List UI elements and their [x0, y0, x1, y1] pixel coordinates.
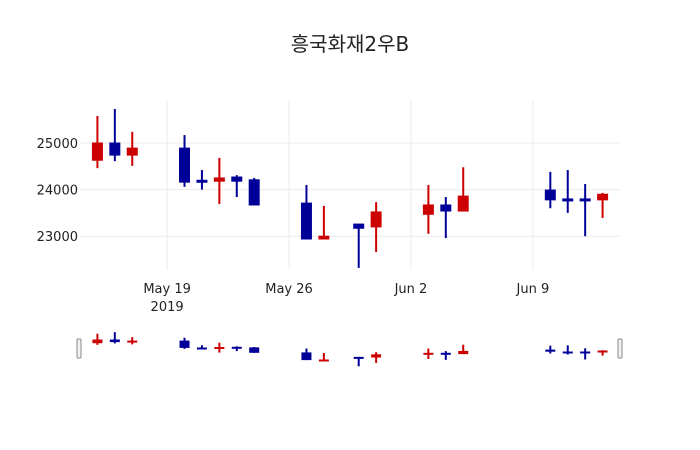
mini-candle-body	[92, 339, 103, 344]
candle-body	[109, 142, 121, 156]
candle-body	[213, 177, 225, 182]
mini-candle-body	[597, 350, 608, 353]
mini-candle-body	[440, 352, 451, 355]
candle-body	[196, 179, 208, 183]
mini-candle-body	[545, 349, 556, 352]
range-slider-left-handle[interactable]	[76, 338, 82, 359]
candle-body	[440, 204, 452, 212]
candle-increasing[interactable]	[422, 184, 434, 234]
candle-body	[457, 195, 469, 212]
candle-increasing[interactable]	[91, 115, 103, 169]
candle-decreasing[interactable]	[579, 184, 591, 237]
candle-body	[544, 189, 556, 201]
candle-decreasing[interactable]	[544, 171, 556, 209]
candle-body	[318, 235, 330, 240]
candle-decreasing[interactable]	[231, 175, 243, 198]
chart-title: 흥국화재2우B	[290, 32, 410, 56]
candle-decreasing[interactable]	[109, 108, 121, 162]
mini-candle-body	[249, 347, 260, 353]
candle-increasing[interactable]	[126, 131, 138, 166]
y-tick-label: 24000	[37, 184, 78, 199]
mini-candle-body	[179, 340, 190, 348]
mini-candle-body	[231, 346, 242, 349]
mini-candle-body	[423, 352, 434, 355]
gridlines	[80, 100, 620, 270]
mini-candle-body	[301, 352, 312, 361]
y-tick-label: 25000	[37, 137, 78, 152]
candle-body	[91, 142, 103, 161]
candles[interactable]	[91, 108, 609, 268]
mini-candle-body	[109, 339, 120, 343]
mini-candle-body	[214, 347, 225, 349]
mini-candle-body	[371, 354, 382, 358]
candle-decreasing[interactable]	[353, 223, 365, 268]
mini-candle-body	[458, 350, 469, 355]
x-tick-year-label: 2019	[151, 300, 184, 315]
candle-decreasing[interactable]	[440, 197, 452, 239]
range-slider-right-handle[interactable]	[617, 338, 623, 359]
candle-body	[179, 147, 191, 183]
x-tick-label: Jun 2	[394, 282, 428, 297]
candle-decreasing[interactable]	[300, 184, 312, 240]
candle-body	[597, 193, 609, 201]
candle-increasing[interactable]	[370, 202, 382, 253]
candle-body	[126, 147, 138, 156]
range-slider[interactable]	[76, 332, 623, 367]
candle-body	[300, 202, 312, 240]
y-tick-label: 23000	[37, 230, 78, 245]
candle-increasing[interactable]	[318, 205, 330, 240]
mini-candle-body	[196, 347, 207, 350]
candle-decreasing[interactable]	[196, 170, 208, 190]
candle-increasing[interactable]	[213, 157, 225, 205]
candle-decreasing[interactable]	[562, 170, 574, 213]
mini-candle-body	[580, 351, 591, 354]
x-tick-label: May 26	[265, 282, 313, 297]
candle-body	[422, 204, 434, 215]
x-axis: May 19 2019 May 26 Jun 2 Jun 9	[143, 282, 549, 315]
x-tick-label: Jun 9	[516, 282, 550, 297]
candle-decreasing[interactable]	[248, 177, 260, 206]
candle-increasing[interactable]	[597, 192, 609, 219]
candle-body	[353, 223, 365, 229]
y-axis: 23000 24000 25000	[37, 137, 78, 245]
candle-decreasing[interactable]	[179, 135, 191, 187]
candle-body	[231, 176, 243, 182]
x-tick-label: May 19	[143, 282, 191, 297]
candle-body	[579, 198, 591, 202]
mini-candle-body	[562, 351, 573, 354]
candle-body	[248, 179, 260, 206]
mini-candle-body	[318, 359, 329, 362]
candle-body	[562, 198, 574, 202]
candle-increasing[interactable]	[457, 167, 469, 212]
mini-candle-body	[353, 356, 364, 359]
mini-candle-body	[127, 340, 138, 343]
candle-body	[370, 211, 382, 228]
